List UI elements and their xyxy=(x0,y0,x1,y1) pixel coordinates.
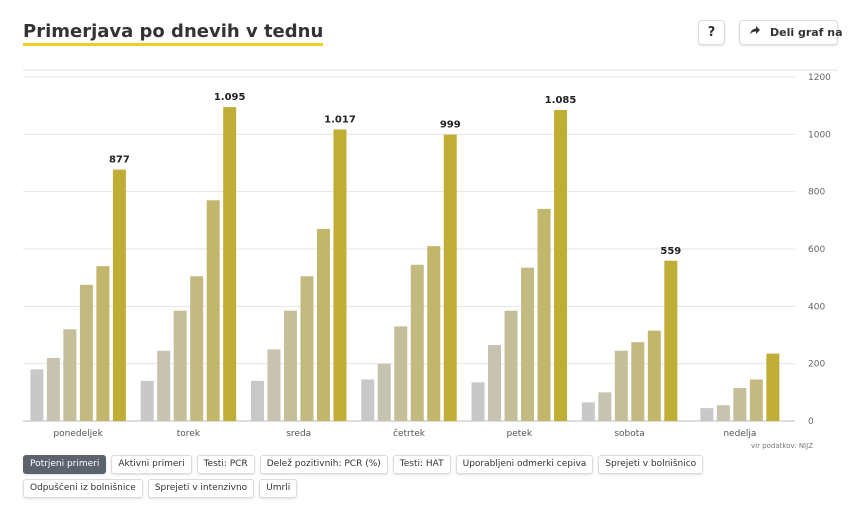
bar[interactable] xyxy=(394,326,408,421)
bar[interactable] xyxy=(157,350,171,421)
y-tick-label: 200 xyxy=(808,360,825,370)
chart-title: Primerjava po dnevih v tednu xyxy=(23,22,324,46)
x-category-label: sreda xyxy=(286,429,311,439)
bar[interactable] xyxy=(716,405,730,421)
metric-tabs: Potrjeni primeri Aktivni primeri Testi: PC… xyxy=(23,455,813,498)
bar[interactable] xyxy=(488,345,502,421)
bar[interactable] xyxy=(521,267,535,421)
bar[interactable] xyxy=(427,246,441,421)
tab-testi-hat[interactable]: Testi: HAT xyxy=(392,455,451,474)
tab-potrjeni-primeri[interactable]: Potrjeni primeri xyxy=(23,455,107,474)
bar[interactable] xyxy=(631,342,645,421)
bar[interactable] xyxy=(316,228,330,421)
y-tick-label: 1200 xyxy=(808,73,831,83)
bar[interactable] xyxy=(79,284,93,421)
bar[interactable] xyxy=(598,392,612,421)
bar-value-label: 559 xyxy=(660,246,681,257)
y-tick-label: 1000 xyxy=(808,130,831,140)
bar[interactable] xyxy=(581,402,595,421)
x-category-label: sobota xyxy=(614,429,644,439)
bar[interactable] xyxy=(664,260,678,421)
bar[interactable] xyxy=(250,380,264,421)
x-category-label: petek xyxy=(507,429,533,439)
tab-sprejeti-v-bolnišnico[interactable]: Sprejeti v bolnišnico xyxy=(598,455,704,474)
bar[interactable] xyxy=(112,169,126,421)
bar-value-label: 999 xyxy=(440,120,461,131)
bar-value-label: 877 xyxy=(109,155,130,166)
tab-umrli[interactable]: Umrli xyxy=(259,479,298,498)
bar[interactable] xyxy=(749,379,763,421)
bar-value-label: 1.017 xyxy=(324,114,356,125)
y-tick-label: 0 xyxy=(808,417,814,427)
tab-odpuščeni-iz-bolnišnice[interactable]: Odpuščeni iz bolnišnice xyxy=(23,479,143,498)
data-source: vir podatkov: NIJZ xyxy=(751,442,813,450)
bar[interactable] xyxy=(504,310,518,421)
x-category-label: nedelja xyxy=(723,429,756,439)
bar[interactable] xyxy=(63,329,77,421)
bar[interactable] xyxy=(30,369,44,421)
bar[interactable] xyxy=(96,266,110,421)
y-tick-label: 800 xyxy=(808,188,825,198)
bar[interactable] xyxy=(410,264,424,421)
bar-value-label: 1.085 xyxy=(545,95,577,106)
help-button[interactable]: ? xyxy=(698,20,725,45)
x-category-label: ponedeljek xyxy=(53,429,103,439)
bar[interactable] xyxy=(300,276,314,421)
bar[interactable] xyxy=(361,379,375,421)
x-category-label: torek xyxy=(177,429,201,439)
y-tick-label: 600 xyxy=(808,245,825,255)
bar[interactable] xyxy=(206,200,220,421)
share-arrow-icon xyxy=(749,25,761,37)
bar[interactable] xyxy=(333,129,347,421)
bar[interactable] xyxy=(537,208,551,421)
bar[interactable] xyxy=(443,134,457,421)
bar[interactable] xyxy=(223,107,237,421)
bar[interactable] xyxy=(173,310,187,421)
share-button-label: Deli graf na xyxy=(770,26,843,39)
tab-aktivni-primeri[interactable]: Aktivni primeri xyxy=(111,455,192,474)
bar[interactable] xyxy=(267,349,281,421)
bar[interactable] xyxy=(614,350,628,421)
y-tick-label: 400 xyxy=(808,302,825,312)
bar[interactable] xyxy=(377,363,391,421)
bar-value-label: 1.095 xyxy=(214,92,246,103)
bar[interactable] xyxy=(733,388,747,421)
bar[interactable] xyxy=(700,408,714,421)
bar[interactable] xyxy=(283,310,297,421)
bar[interactable] xyxy=(190,276,204,421)
x-category-label: četrtek xyxy=(393,428,426,439)
tab-testi-pcr[interactable]: Testi: PCR xyxy=(196,455,255,474)
bar-chart: 0 200 400 600 800 1000 1200 877 ponedeljek 1.095 t… xyxy=(23,69,838,439)
share-button[interactable]: Deli graf na xyxy=(739,20,843,45)
bar[interactable] xyxy=(647,330,661,421)
bar[interactable] xyxy=(554,109,568,421)
tab-sprejeti-v-intenzivno[interactable]: Sprejeti v intenzivno xyxy=(147,479,255,498)
tab-uporabljeni-odmerki-cepiva[interactable]: Uporabljeni odmerki cepiva xyxy=(455,455,594,474)
bar[interactable] xyxy=(46,357,60,421)
tab-delež-pozitivnih-pcr[interactable]: Delež pozitivnih: PCR (%) xyxy=(259,455,388,474)
bar[interactable] xyxy=(766,353,780,421)
bar[interactable] xyxy=(140,380,154,421)
bar[interactable] xyxy=(471,382,485,421)
